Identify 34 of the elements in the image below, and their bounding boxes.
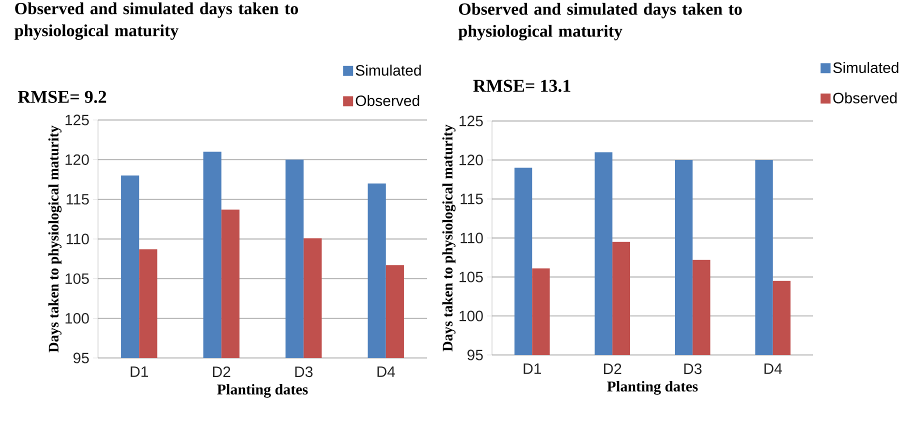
y-tick-label: 120: [66, 154, 89, 165]
x-tick-label: D2: [213, 366, 230, 377]
y-tick-label: 125: [66, 114, 89, 126]
y-tick-label: 95: [74, 352, 89, 364]
x-tick-label: D3: [295, 366, 313, 378]
x-axis-title: Planting dates: [607, 381, 698, 395]
y-tick-label: 100: [66, 313, 89, 324]
x-tick-label: D1: [130, 366, 148, 377]
x-tick-label: D4: [378, 366, 396, 377]
x-axis-title: Planting dates: [217, 384, 308, 398]
y-tick-label: 105: [460, 272, 483, 282]
text: RMSE= 13.1: [473, 80, 570, 92]
legend-label: Simulated: [833, 62, 898, 74]
y-tick-label: 115: [66, 194, 89, 205]
legend-label: Observed: [356, 95, 420, 106]
x-tick-label: D3: [684, 364, 702, 374]
y-axis-title: Days taken to physiological maturity: [48, 126, 62, 352]
y-tick-label: 125: [460, 116, 483, 126]
chart-title: Observed and simulated days taken to physiological maturity: [14, 2, 298, 40]
y-tick-label: 105: [66, 273, 89, 284]
legend-label: Observed: [833, 92, 897, 104]
chart-title: Observed and simulated days taken to physiological maturity: [458, 2, 742, 40]
y-axis-title: Days taken to physiological maturity: [442, 124, 456, 352]
x-tick-label: D2: [604, 364, 622, 374]
x-tick-label: D4: [764, 364, 782, 374]
y-tick-label: 120: [460, 154, 483, 166]
y-tick-label: 115: [460, 194, 483, 204]
y-tick-label: 100: [460, 310, 483, 322]
legend-label: Simulated: [356, 64, 421, 76]
y-tick-label: 95: [467, 350, 483, 360]
x-tick-label: D1: [524, 364, 541, 374]
y-tick-label: 110: [460, 232, 483, 244]
text: RMSE= 9.2: [18, 90, 106, 103]
y-tick-label: 110: [66, 234, 89, 244]
